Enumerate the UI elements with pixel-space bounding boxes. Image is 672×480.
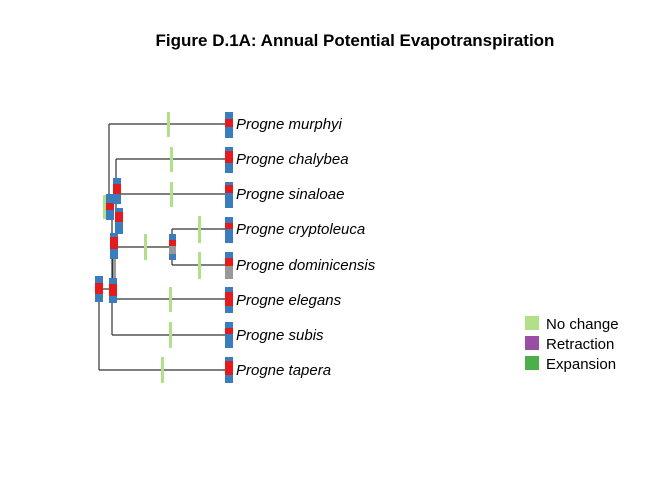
node-bar-nodeD [110,233,118,259]
tip-labels: Progne murphyi Progne chalybea Progne si… [236,116,376,379]
branch-marker-murphyi [167,112,170,137]
node-bar-nodeA [109,278,117,303]
node-bar-nodeB [106,194,114,220]
tip-label-elegans: Progne elegans [236,292,342,309]
tip-bar-subis [225,322,233,348]
tip-bar-cryptoleuca [225,217,233,243]
branch-marker-nodeB [103,195,107,219]
legend-label-retraction: Retraction [546,336,614,353]
tip-bar-elegans [225,287,233,313]
tip-bar-dominicensis [225,252,233,279]
branch-marker-subis [169,322,172,348]
node-bars [95,178,176,303]
figure-title: Figure D.1A: Annual Potential Evapotrans… [156,31,555,50]
tip-label-dominicensis: Progne dominicensis [236,257,376,274]
branch-marker-dominicensis [198,252,201,279]
legend-swatch-no-change [525,316,539,330]
branch-marker-nodeE [144,234,147,260]
tip-bar-tapera [225,357,233,383]
tip-bar-sinaloae [225,182,233,208]
tip-label-murphyi: Progne murphyi [236,116,343,133]
branch-marker-elegans [169,287,172,312]
tip-label-sinaloae: Progne sinaloae [236,186,344,203]
branch-marker-sinaloae [170,182,173,207]
legend-label-expansion: Expansion [546,356,616,373]
branch-marker-nodeD [113,255,116,295]
node-bar-root [95,276,103,302]
legend-swatch-retraction [525,336,539,350]
node-bar-nodeC2 [115,208,123,234]
tip-bar-chalybea [225,147,233,173]
branch-marker-tapera [161,357,164,383]
tip-label-subis: Progne subis [236,327,324,344]
tree-edges [98,123,229,371]
tip-label-cryptoleuca: Progne cryptoleuca [236,221,365,238]
branch-marker-cryptoleuca [198,216,201,243]
branch-marker-chalybea [170,147,173,172]
node-bar-nodeE [169,234,176,260]
node-bar-nodeC [113,178,121,204]
branch-markers [103,112,201,383]
tip-bar-murphyi [225,112,233,138]
tip-bars [225,112,233,383]
legend: No change Retraction Expansion [525,316,619,373]
tip-label-chalybea: Progne chalybea [236,151,349,168]
legend-swatch-expansion [525,356,539,370]
tip-label-tapera: Progne tapera [236,362,331,379]
legend-label-no-change: No change [546,316,619,333]
